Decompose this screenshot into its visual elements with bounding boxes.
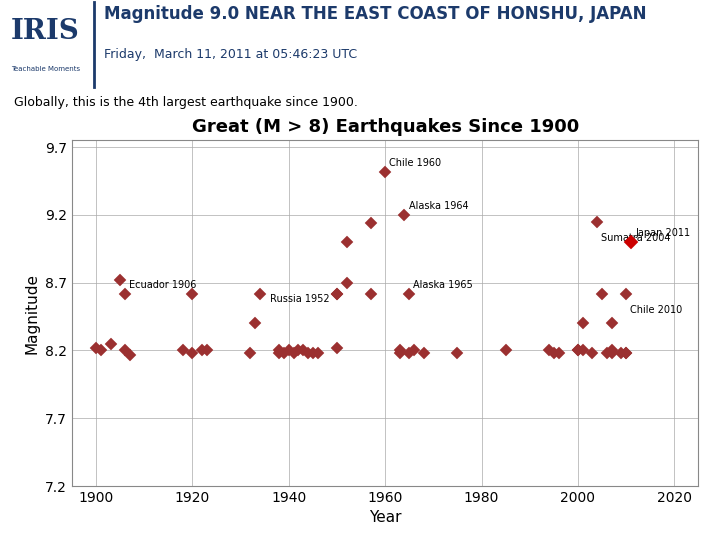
Text: Japan 2011: Japan 2011 [635,228,690,239]
Text: Ecuador 1906: Ecuador 1906 [129,280,197,290]
Text: Russia 1952: Russia 1952 [270,294,330,304]
Text: IRIS: IRIS [11,18,79,45]
Text: Teachable Moments: Teachable Moments [11,66,80,72]
Text: Magnitude 9.0 NEAR THE EAST COAST OF HONSHU, JAPAN: Magnitude 9.0 NEAR THE EAST COAST OF HON… [104,5,647,23]
Text: Chile 2010: Chile 2010 [630,305,683,315]
Text: Globally, this is the 4th largest earthquake since 1900.: Globally, this is the 4th largest earthq… [14,96,359,109]
Text: Alaska 1965: Alaska 1965 [413,280,473,290]
Text: Alaska 1964: Alaska 1964 [409,201,468,211]
Title: Great (M > 8) Earthquakes Since 1900: Great (M > 8) Earthquakes Since 1900 [192,118,579,136]
Y-axis label: Magnitude: Magnitude [24,273,40,354]
Text: Chile 1960: Chile 1960 [390,158,441,168]
Text: Sumatra 2004: Sumatra 2004 [601,233,671,243]
X-axis label: Year: Year [369,510,402,525]
Text: Friday,  March 11, 2011 at 05:46:23 UTC: Friday, March 11, 2011 at 05:46:23 UTC [104,48,358,60]
